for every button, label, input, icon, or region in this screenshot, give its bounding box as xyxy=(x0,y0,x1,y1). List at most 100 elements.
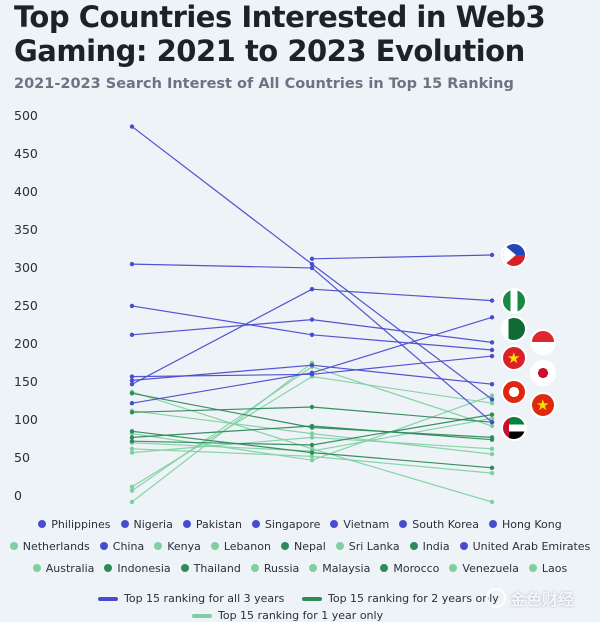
series-points xyxy=(129,124,495,505)
data-point-south-korea xyxy=(129,378,135,383)
legend-label: Philippines xyxy=(51,517,111,531)
legend-dot-icon xyxy=(330,520,339,528)
legend-dot-icon xyxy=(528,564,537,572)
data-point-malaysia xyxy=(489,470,495,476)
series-line-malaysia xyxy=(131,448,313,457)
legend-label: Kenya xyxy=(167,539,201,553)
data-point-kenya xyxy=(489,401,495,406)
line-chart: 0 50 100 150 200 250 300 350 400 450 500 xyxy=(14,108,495,505)
series-line-kenya xyxy=(311,376,493,404)
series-line-south-korea xyxy=(131,364,313,381)
data-point-india xyxy=(129,439,135,444)
data-point-morocco xyxy=(309,404,315,410)
legend-item: Thailand xyxy=(180,562,241,575)
legend-item: Lebanon xyxy=(210,539,271,553)
y-tick-label: 200 xyxy=(14,336,38,351)
series-line-sri-lanka xyxy=(131,391,313,450)
legend-item: Vietnam xyxy=(330,518,389,531)
legend-label: Lebanon xyxy=(223,539,271,553)
tier-legend-item: Top 15 ranking for 2 years only xyxy=(302,592,499,605)
legend-dot-icon xyxy=(280,542,289,550)
tier-line-icon xyxy=(98,596,118,601)
data-point-united-arab-emirates xyxy=(309,265,315,271)
series-line-hong-kong xyxy=(311,355,493,375)
series-line-india xyxy=(131,440,313,446)
legend-row: Australia Indonesia Thailand Russia Malaysia… xyxy=(0,557,600,579)
series-line-thailand xyxy=(311,426,493,438)
legend-label: India xyxy=(422,539,450,553)
data-point-hong-kong xyxy=(129,374,135,379)
series-line-pakistan xyxy=(131,319,313,336)
chart-title: Top Countries Interested in Web3 Gaming:… xyxy=(14,0,546,68)
legend-item: Nigeria xyxy=(120,518,173,531)
legend-dot-icon xyxy=(459,542,468,550)
series-lines xyxy=(131,126,493,503)
philippines-flag-icon xyxy=(501,242,527,268)
legend-dot-icon xyxy=(250,564,259,572)
legend-label: Morocco xyxy=(393,561,440,575)
legend-item: Sri Lanka xyxy=(335,539,400,553)
flag-star-icon: ★ xyxy=(507,348,521,367)
legend-item: India xyxy=(409,539,450,553)
chart-subtitle: 2021-2023 Search Interest of All Countri… xyxy=(14,76,514,92)
series-line-laos xyxy=(311,395,493,461)
tier-label: Top 15 ranking for all 3 years xyxy=(124,592,285,605)
series-line-nigeria xyxy=(311,288,493,302)
legend-item: Russia xyxy=(250,562,299,575)
series-line-lebanon xyxy=(311,436,493,450)
data-point-nigeria xyxy=(309,287,315,292)
tier-label: Top 15 ranking for 1 year only xyxy=(218,609,384,622)
singapore-flag-icon xyxy=(530,329,556,356)
legend-row: Philippines Nigeria Pakistan Singapore Vietn… xyxy=(0,513,600,535)
legend-item: Singapore xyxy=(251,518,320,531)
data-point-venezuela xyxy=(309,431,315,436)
legend-dot-icon xyxy=(380,564,389,572)
legend-label: Netherlands xyxy=(22,539,90,553)
data-point-russia xyxy=(489,423,495,429)
vietnam-flag-icon: ★ xyxy=(501,344,527,371)
china-flag-icon: ★ xyxy=(530,391,556,418)
data-point-morocco xyxy=(129,410,135,415)
data-point-united-arab-emirates xyxy=(129,261,135,267)
series-line-nepal xyxy=(131,430,313,454)
data-point-thailand xyxy=(129,391,135,396)
legend-label: Malaysia xyxy=(322,561,371,575)
series-line-singapore xyxy=(311,334,493,351)
y-tick-label: 350 xyxy=(14,222,38,237)
data-point-singapore xyxy=(489,347,495,353)
series-line-china xyxy=(131,126,313,265)
watermark-text: 金色财经 xyxy=(510,590,575,609)
data-point-lebanon xyxy=(309,435,315,440)
legend-dot-icon xyxy=(309,564,318,572)
y-tick-label: 450 xyxy=(14,146,38,161)
uae-flag-icon xyxy=(501,415,527,442)
data-point-laos xyxy=(309,458,315,463)
data-point-thailand xyxy=(489,435,495,440)
legend-label: China xyxy=(112,539,145,553)
legend-dot-icon xyxy=(210,542,219,550)
legend-dot-icon xyxy=(335,542,344,550)
legend-label: Sri Lanka xyxy=(348,539,400,553)
country-legend: Philippines Nigeria Pakistan Singapore Vietn… xyxy=(0,513,600,579)
series-line-hong-kong xyxy=(131,373,313,378)
series-line-venezuela xyxy=(131,410,313,435)
legend-dot-icon xyxy=(38,520,47,528)
watermark: 金色财经 xyxy=(486,586,574,610)
y-tick-label: 150 xyxy=(14,374,38,389)
data-point-philippines xyxy=(309,256,315,261)
watermark-logo-icon xyxy=(486,588,506,608)
legend-label: Nepal xyxy=(293,539,326,553)
legend-label: Australia xyxy=(45,561,95,575)
data-point-china xyxy=(309,261,315,267)
data-point-singapore xyxy=(309,332,315,337)
data-point-sri-lanka xyxy=(489,499,495,505)
data-point-singapore xyxy=(129,303,135,309)
south-korea-flag-icon xyxy=(530,359,556,386)
legend-dot-icon xyxy=(409,542,418,550)
data-point-vietnam xyxy=(489,315,495,320)
data-point-united-arab-emirates xyxy=(489,420,495,425)
legend-dot-icon xyxy=(182,520,191,528)
legend-dot-icon xyxy=(104,564,113,572)
data-point-laos xyxy=(489,393,495,398)
legend-item: South Korea xyxy=(399,518,479,531)
